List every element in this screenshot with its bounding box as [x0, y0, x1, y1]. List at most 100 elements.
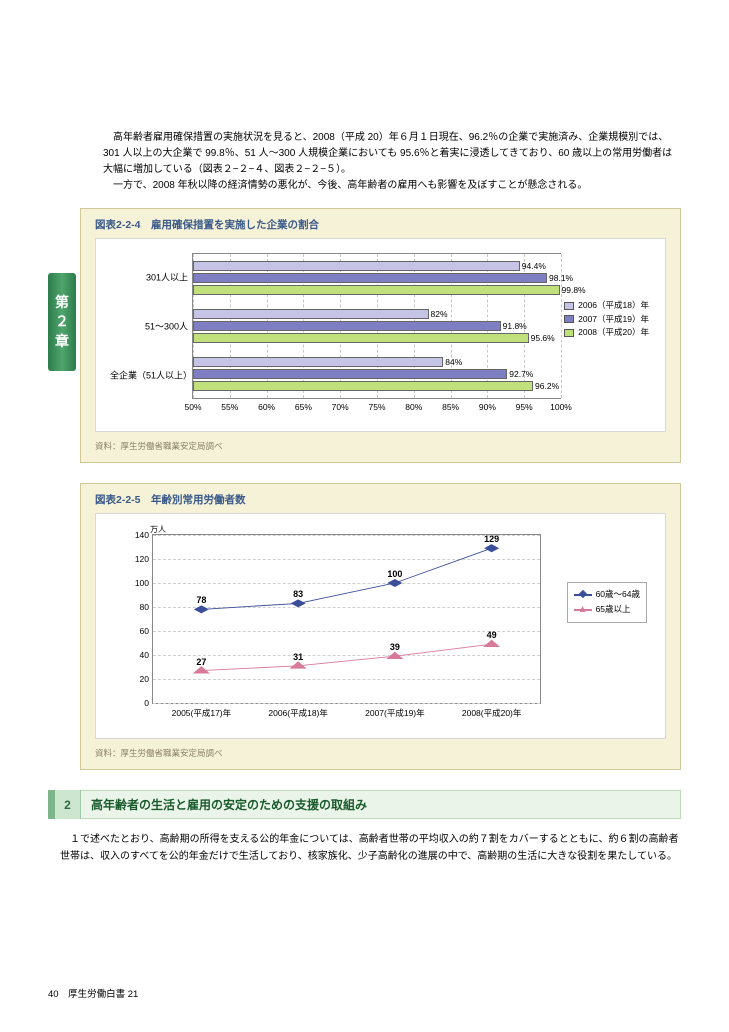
- line-plot-region: 0204060801001201402005(平成17)年2006(平成18)年…: [152, 534, 541, 704]
- chart-2-2-5-plot: 万人 0204060801001201402005(平成17)年2006(平成1…: [95, 513, 666, 739]
- legend-item: 60歳～64歳: [574, 587, 640, 602]
- point-value-label: 39: [390, 642, 400, 652]
- legend-marker: [574, 609, 592, 611]
- x-tick-label: 85%: [442, 402, 459, 412]
- x-tick-label: 60%: [258, 402, 275, 412]
- section-2-paragraph: １で述べたとおり、高齢期の所得を支える公的年金については、高齢者世帯の平均収入の…: [60, 831, 681, 865]
- point-value-label: 49: [487, 630, 497, 640]
- chart-2-2-4-source: 資料：厚生労働省職業安定局調べ: [81, 432, 680, 454]
- chart-2-2-4-panel: 図表2-2-4 雇用確保措置を実施した企業の割合 50%55%60%65%70%…: [80, 208, 681, 463]
- x-tick-label: 65%: [295, 402, 312, 412]
- bar: 99.8%: [193, 285, 560, 295]
- category-label: 全企業（51人以上）: [110, 368, 188, 381]
- category-label: 51～300人: [110, 320, 188, 333]
- section-2-heading: 2 高年齢者の生活と雇用の安定のための支援の取組み: [48, 790, 681, 819]
- page-footer: 40 厚生労働白書 21: [48, 986, 138, 1000]
- x-tick-label: 100%: [550, 402, 572, 412]
- chapter-tab: 第 ２ 章: [48, 273, 76, 371]
- bar-value-label: 94.4%: [522, 261, 546, 271]
- x-tick-label: 80%: [405, 402, 422, 412]
- chapter-tab-char: ２: [55, 312, 69, 332]
- bar-value-label: 92.7%: [509, 369, 533, 379]
- series-marker: [390, 580, 400, 585]
- legend-item: 2006（平成18）年: [564, 299, 649, 313]
- series-marker: [196, 607, 206, 612]
- series-marker: [389, 654, 400, 659]
- footer-label: 厚生労働白書 21: [68, 989, 138, 1000]
- bar: 92.7%: [193, 369, 507, 379]
- bar: 95.6%: [193, 333, 529, 343]
- legend-marker: [574, 594, 592, 596]
- y-tick-label: 20: [140, 674, 149, 684]
- bar-value-label: 98.1%: [549, 273, 573, 283]
- x-tick-label: 55%: [221, 402, 238, 412]
- point-value-label: 83: [293, 589, 303, 599]
- y-tick-label: 0: [144, 698, 149, 708]
- series-marker: [486, 642, 497, 647]
- legend-label: 2007（平成19）年: [578, 314, 649, 324]
- section-title: 高年齢者の生活と雇用の安定のための支援の取組み: [81, 790, 681, 819]
- y-tick-label: 140: [135, 530, 149, 540]
- x-tick-label: 70%: [332, 402, 349, 412]
- chart-2-2-4-title: 図表2-2-4 雇用確保措置を実施した企業の割合: [81, 209, 680, 238]
- chart-legend: 60歳～64歳 65歳以上: [567, 582, 647, 623]
- x-tick-label: 95%: [516, 402, 533, 412]
- x-tick-label: 2007(平成19)年: [365, 707, 425, 719]
- bar: 91.8%: [193, 321, 501, 331]
- bar-value-label: 84%: [445, 357, 462, 367]
- bar-value-label: 96.2%: [535, 381, 559, 391]
- point-value-label: 129: [484, 534, 499, 544]
- gridline: [153, 703, 540, 704]
- legend-item: 2007（平成19）年: [564, 313, 649, 327]
- intro-p1: 高年齢者雇用確保措置の実施状況を見ると、2008（平成 20）年６月１日現在、9…: [103, 130, 681, 178]
- series-line: [201, 644, 491, 670]
- x-tick-label: 75%: [368, 402, 385, 412]
- legend-label: 65歳以上: [596, 604, 631, 614]
- x-tick-label: 2005(平成17)年: [172, 707, 232, 719]
- series-marker: [487, 546, 497, 551]
- x-tick-label: 2008(平成20)年: [462, 707, 522, 719]
- hbar-plot-region: 50%55%60%65%70%75%80%85%90%95%100%94.4%9…: [192, 253, 561, 399]
- series-marker: [293, 663, 304, 668]
- legend-label: 2008（平成20）年: [578, 327, 649, 337]
- x-tick-label: 50%: [184, 402, 201, 412]
- page-number: 40: [48, 989, 59, 1000]
- chart-2-2-5-panel: 図表2-2-5 年齢別常用労働者数 万人 0204060801001201402…: [80, 483, 681, 770]
- legend-swatch: [564, 329, 574, 337]
- chart-2-2-4-plot: 50%55%60%65%70%75%80%85%90%95%100%94.4%9…: [95, 238, 666, 432]
- chart-2-2-5-source: 資料：厚生労働省職業安定局調べ: [81, 739, 680, 761]
- chapter-tab-char: 章: [55, 332, 69, 352]
- bar: 96.2%: [193, 381, 533, 391]
- section-number: 2: [55, 790, 81, 819]
- point-value-label: 78: [196, 595, 206, 605]
- y-tick-label: 60: [140, 626, 149, 636]
- point-value-label: 31: [293, 652, 303, 662]
- bar: 84%: [193, 357, 443, 367]
- x-tick-label: 90%: [479, 402, 496, 412]
- y-tick-label: 100: [135, 578, 149, 588]
- bar-value-label: 99.8%: [562, 285, 586, 295]
- y-tick-label: 120: [135, 554, 149, 564]
- bar: 82%: [193, 309, 429, 319]
- bar: 94.4%: [193, 261, 520, 271]
- intro-p2: 一方で、2008 年秋以降の経済情勢の悪化が、今後、高年齢者の雇用へも影響を及ぼ…: [103, 178, 681, 194]
- bar-value-label: 82%: [431, 309, 448, 319]
- legend-swatch: [564, 302, 574, 310]
- legend-label: 2006（平成18）年: [578, 300, 649, 310]
- chart-2-2-5-title: 図表2-2-5 年齢別常用労働者数: [81, 484, 680, 513]
- line-svg: [153, 535, 540, 703]
- chart-legend: 2006（平成18）年 2007（平成19）年 2008（平成20）年: [564, 299, 649, 340]
- x-tick-label: 2006(平成18)年: [268, 707, 328, 719]
- series-marker: [196, 668, 207, 673]
- bar-value-label: 95.6%: [531, 333, 555, 343]
- series-line: [201, 548, 491, 609]
- category-label: 301人以上: [110, 271, 188, 284]
- legend-item: 2008（平成20）年: [564, 326, 649, 340]
- y-tick-label: 40: [140, 650, 149, 660]
- legend-item: 65歳以上: [574, 602, 640, 617]
- bar-value-label: 91.8%: [503, 321, 527, 331]
- point-value-label: 100: [387, 569, 402, 579]
- point-value-label: 27: [196, 657, 206, 667]
- series-marker: [293, 601, 303, 606]
- chapter-tab-char: 第: [55, 293, 69, 313]
